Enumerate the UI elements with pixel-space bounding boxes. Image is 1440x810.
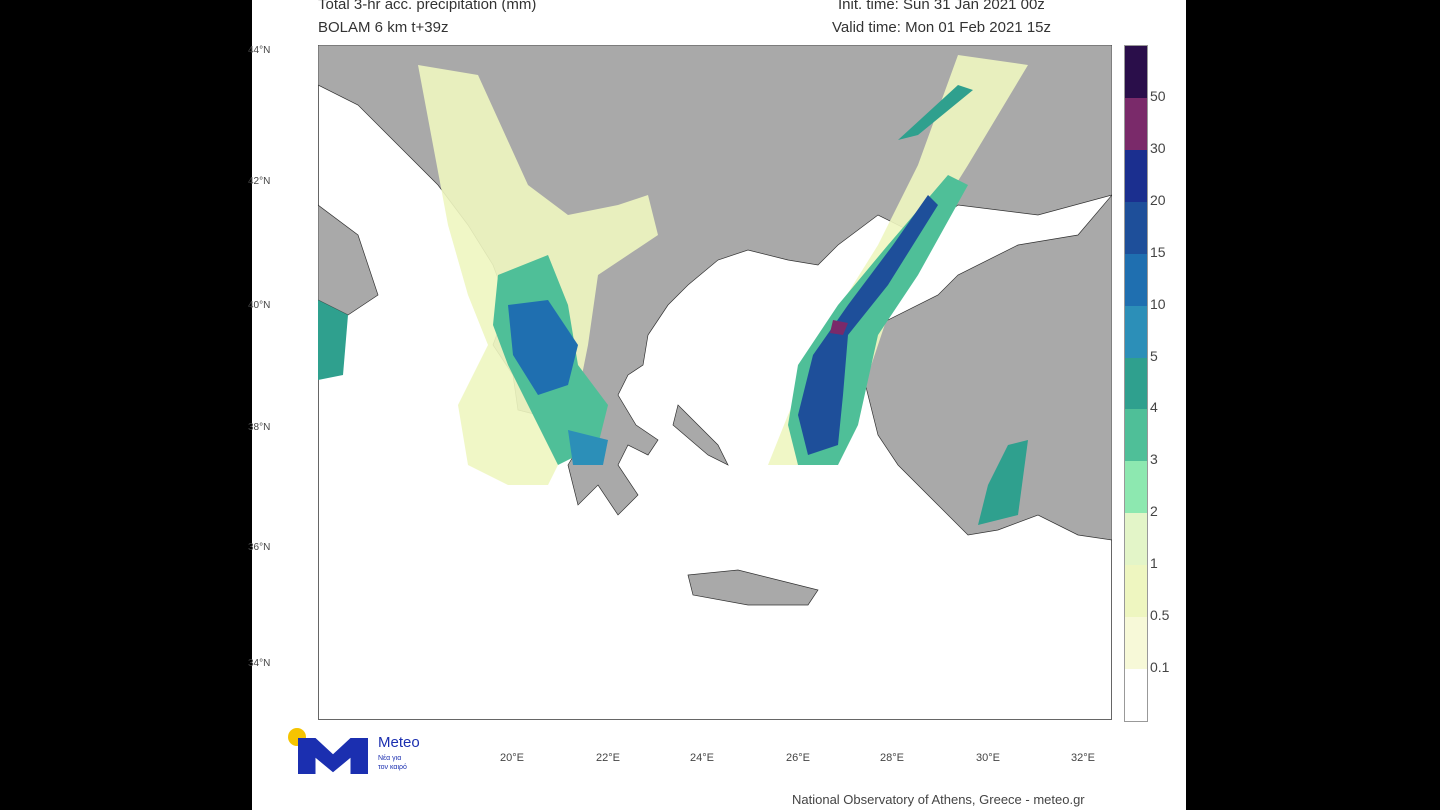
logo-tagline: τον καιρό	[378, 764, 407, 771]
colorbar-segment	[1125, 513, 1147, 566]
lat-label: 36°N	[248, 542, 271, 553]
colorbar-label: 10	[1150, 295, 1166, 312]
precip-north-band	[898, 85, 973, 140]
logo-tagline: Νέα για	[378, 755, 402, 762]
init-time: Init. time: Sun 31 Jan 2021 00z	[838, 0, 1045, 13]
colorbar-segment	[1125, 357, 1147, 410]
lon-label: 24°E	[690, 752, 714, 764]
colorbar-label: 20	[1150, 191, 1166, 208]
lat-label: 42°N	[248, 176, 271, 187]
precip-east-max	[830, 320, 848, 335]
lat-label: 40°N	[248, 300, 271, 311]
colorbar-segment	[1125, 461, 1147, 514]
logo-name: Meteo	[378, 734, 420, 751]
land-crete	[687, 569, 819, 606]
colorbar-segment	[1125, 305, 1147, 358]
colorbar-segment	[1125, 253, 1147, 306]
lat-label: 38°N	[248, 422, 271, 433]
colorbar-label: 50	[1150, 87, 1166, 104]
land-anatolia	[862, 194, 1112, 541]
land-euboea	[672, 404, 729, 466]
colorbar-label: 4	[1150, 399, 1158, 416]
title-variable: Total 3-hr acc. precipitation (mm)	[318, 0, 537, 13]
colorbar-segment	[1125, 149, 1147, 202]
land-italy	[318, 204, 379, 316]
colorbar-label: 5	[1150, 347, 1158, 364]
colorbar-segment	[1125, 46, 1147, 98]
colorbar-segment	[1125, 565, 1147, 618]
precip-east-heavy	[798, 195, 938, 455]
colorbar-segment	[1125, 409, 1147, 462]
credit-text: National Observatory of Athens, Greece -…	[792, 792, 1085, 807]
lon-label: 30°E	[976, 752, 1000, 764]
title-model: BOLAM 6 km t+39z	[318, 19, 449, 36]
colorbar-segment	[1125, 97, 1147, 150]
colorbar-label: 1	[1150, 555, 1158, 572]
precip-peloponnese	[568, 430, 608, 465]
colorbar-label: 3	[1150, 451, 1158, 468]
colorbar-label: 0.5	[1150, 607, 1170, 624]
lon-label: 32°E	[1071, 752, 1095, 764]
map-figure: Total 3-hr acc. precipitation (mm) BOLAM…	[248, 0, 1186, 810]
lon-label: 22°E	[596, 752, 620, 764]
lon-label: 26°E	[786, 752, 810, 764]
precip-turkey-south	[978, 440, 1028, 525]
meteo-logo: Meteo Νέα για τον καιρό	[288, 724, 438, 780]
colorbar-label: 0.1	[1150, 659, 1170, 676]
precipitation-map	[318, 45, 1112, 720]
lat-label: 44°N	[248, 45, 271, 56]
precip-italy	[318, 300, 348, 380]
colorbar-segment	[1125, 669, 1147, 721]
lon-label: 20°E	[500, 752, 524, 764]
colorbar-segment	[1125, 617, 1147, 670]
colorbar-label: 30	[1150, 139, 1166, 156]
valid-time: Valid time: Mon 01 Feb 2021 15z	[832, 19, 1052, 36]
lat-label: 34°N	[248, 658, 271, 669]
precip-west-heavy	[508, 300, 578, 395]
precip-field	[318, 55, 1028, 525]
colorbar-label: 15	[1150, 243, 1166, 260]
colorbar-segment	[1125, 201, 1147, 254]
lon-label: 28°E	[880, 752, 904, 764]
m-logo-icon	[298, 738, 368, 774]
colorbar	[1124, 45, 1148, 722]
colorbar-label: 2	[1150, 503, 1158, 520]
